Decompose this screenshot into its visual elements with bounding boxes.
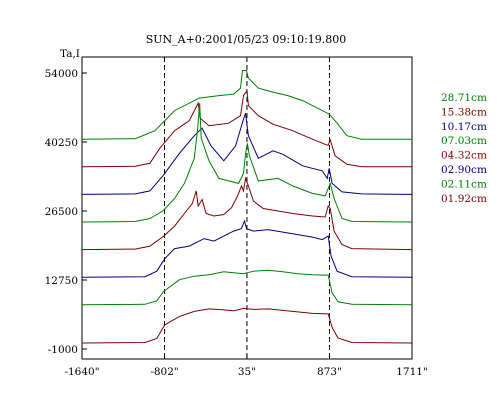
- legend-item-15.38cm: 15.38cm: [441, 106, 487, 118]
- series-lines: [81, 70, 413, 344]
- x-tick-label: 1711": [396, 366, 428, 378]
- series-line-10.17cm: [81, 112, 413, 195]
- y-tick-label: 12750: [45, 275, 78, 287]
- y-axis-ticks: 54000 40250 26500 12750 -1000: [45, 68, 87, 356]
- legend: 28.71cm 15.38cm 10.17cm 07.03cm 04.32cm 02.90…: [441, 92, 487, 205]
- legend-item-04.32cm: 04.32cm: [441, 150, 487, 162]
- x-tick-label: 35": [238, 366, 256, 378]
- series-line-02.11cm: [81, 269, 413, 306]
- chart-title: SUN_A+0:2001/05/23 09:10:19.800: [146, 33, 347, 46]
- series-line-02.90cm: [81, 219, 413, 278]
- x-tick-label: -802": [150, 366, 178, 378]
- x-axis-ticks: -1640" -802" 35" 873" 1711": [64, 354, 428, 378]
- y-tick-label: 40250: [45, 137, 78, 149]
- y-tick-label: 26500: [45, 206, 78, 218]
- legend-item-01.92cm: 01.92cm: [441, 193, 487, 205]
- y-axis-label: Ta,I: [60, 48, 80, 60]
- series-line-01.92cm: [81, 307, 413, 344]
- x-tick-label: 873": [317, 366, 342, 378]
- legend-item-07.03cm: 07.03cm: [441, 135, 487, 147]
- series-line-28.71cm: [81, 70, 412, 140]
- legend-item-02.11cm: 02.11cm: [441, 178, 487, 190]
- y-tick-label: 54000: [45, 68, 78, 80]
- series-line-15.38cm: [81, 89, 412, 168]
- x-tick-label: -1640": [64, 366, 99, 378]
- legend-item-10.17cm: 10.17cm: [441, 121, 487, 133]
- legend-item-02.90cm: 02.90cm: [441, 164, 487, 176]
- series-line-07.03cm: [81, 103, 413, 223]
- legend-item-28.71cm: 28.71cm: [441, 92, 487, 104]
- series-line-04.32cm: [81, 176, 413, 251]
- y-tick-label: -1000: [48, 344, 78, 356]
